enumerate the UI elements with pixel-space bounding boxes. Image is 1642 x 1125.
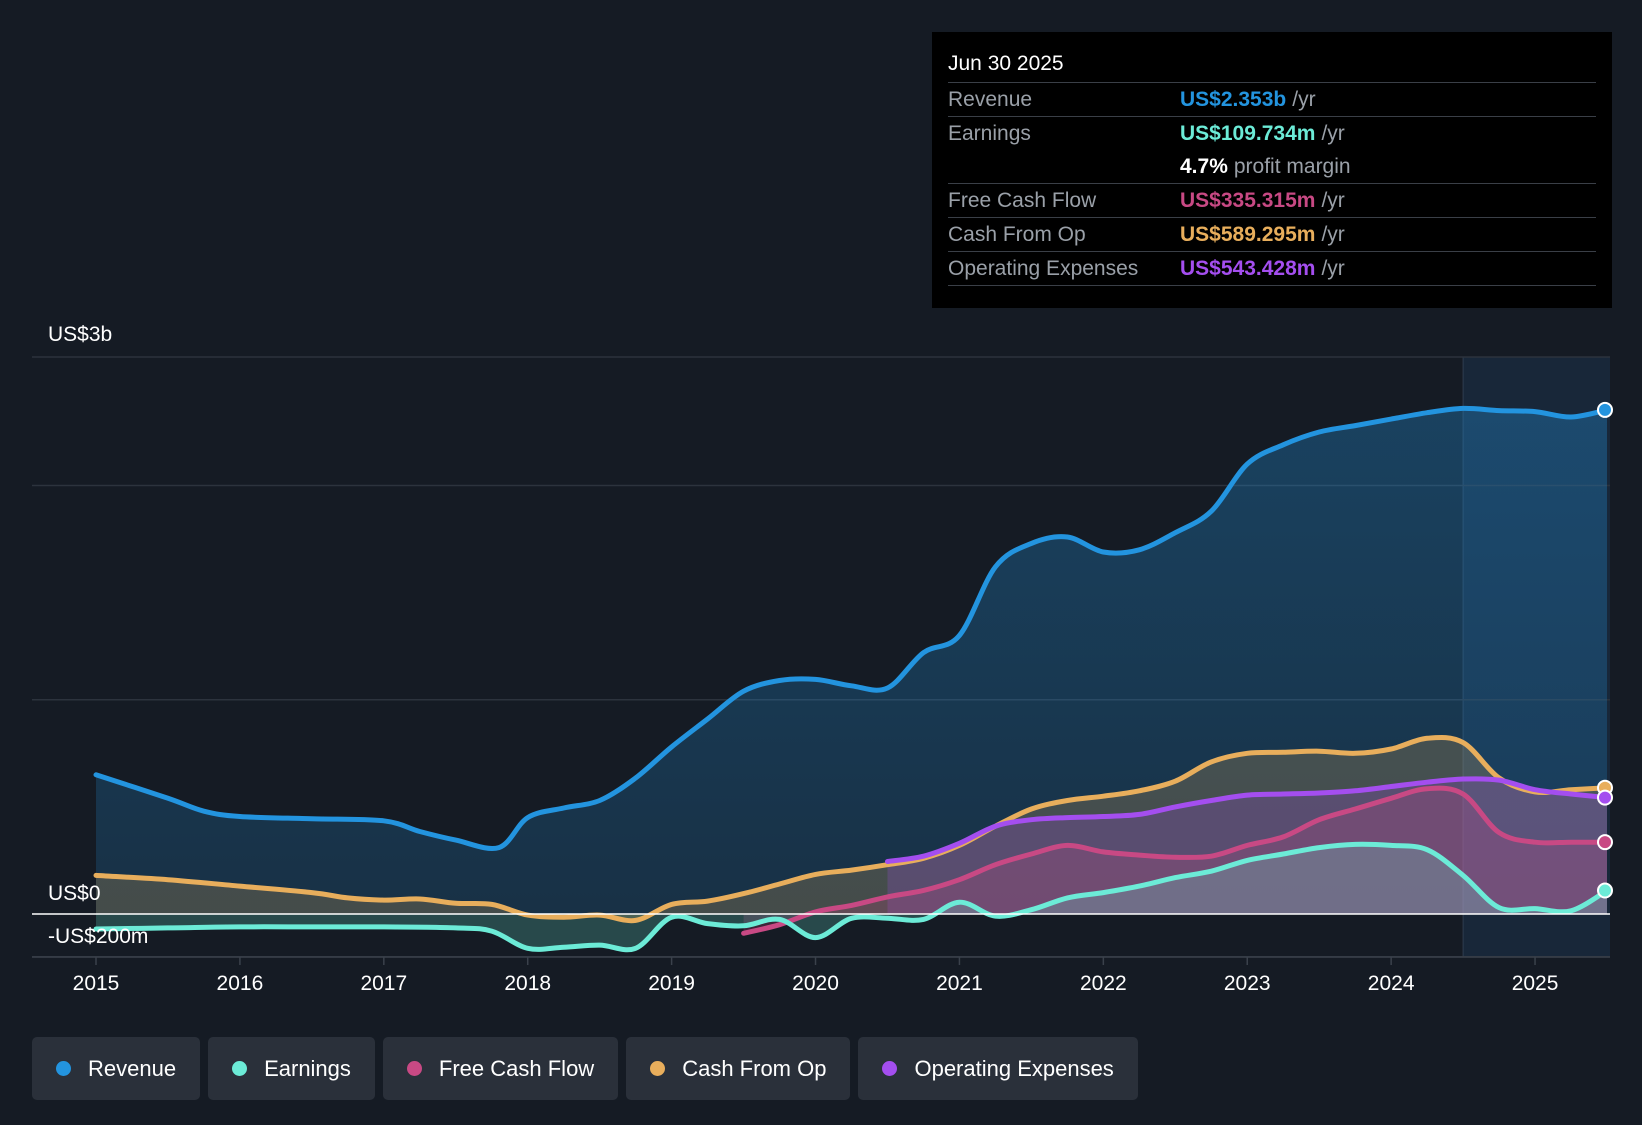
tooltip-label: Cash From Op [948,223,1086,246]
legend-label: Earnings [264,1055,351,1081]
legend-dot-icon [406,1061,422,1076]
x-tick-label: 2017 [360,972,407,995]
tooltip-row-cfo: Cash From Op US$589.295m /yr [948,218,1596,252]
tooltip-unit: /yr [1321,223,1345,246]
x-tick-label: 2021 [936,972,983,995]
legend-item-free-cash-flow[interactable]: Free Cash Flow [382,1037,619,1100]
area-cash-from-op [96,737,1607,921]
tooltip-label: Free Cash Flow [948,189,1097,212]
tooltip-value: US$335.315m [1180,189,1316,212]
area-earnings [96,844,1607,950]
x-tick-label: 2016 [217,972,264,995]
endpoint-operating-expenses [1597,789,1613,806]
series-endpoints [1597,401,1613,899]
tooltip-date: Jun 30 2025 [948,46,1596,83]
legend-item-cash-from-op[interactable]: Cash From Op [626,1037,851,1100]
x-tick-label: 2019 [648,972,695,995]
tooltip-value: US$543.428m [1180,257,1316,280]
series-areas [96,408,1607,950]
legend-dot-icon [232,1061,248,1076]
line-revenue [93,405,1610,851]
legend: Revenue Earnings Free Cash Flow Cash Fro… [32,1037,1138,1100]
legend-item-revenue[interactable]: Revenue [32,1037,201,1100]
legend-dot-icon [650,1061,666,1076]
x-tick-label: 2020 [792,972,839,995]
y-axis-label: US$0 [48,882,101,905]
endpoint-revenue [1597,401,1613,418]
x-tick-label: 2024 [1368,972,1415,995]
line-cash-from-op [93,734,1610,924]
tooltip-label: Operating Expenses [948,257,1139,280]
tooltip-unit: /yr [1321,122,1345,145]
area-revenue [96,408,1607,914]
x-tick-label: 2025 [1512,972,1559,995]
tooltip-value: US$2.353b [1180,88,1287,111]
tooltip-label: Earnings [948,122,1031,145]
tooltip-unit: /yr [1321,189,1345,212]
axis-labels: US$3b US$0 -US$200m 2015 2016 2017 2018 2019 202… [48,323,1558,995]
tooltip-row-fcf: Free Cash Flow US$335.315m /yr [948,184,1596,218]
tooltip-row-opex: Operating Expenses US$543.428m /yr [948,252,1596,286]
y-axis-label: US$3b [48,323,112,346]
legend-item-earnings[interactable]: Earnings [208,1037,375,1100]
tooltip-label: Revenue [948,88,1033,111]
series-lines [93,405,1610,953]
tooltip-panel: Jun 30 2025 Revenue US$2.353b /yr Earnin… [932,32,1612,308]
tooltip-value: US$589.295m [1180,223,1316,246]
tooltip-unit: /yr [1292,88,1316,111]
legend-label: Free Cash Flow [438,1055,595,1081]
tooltip-unit: /yr [1321,257,1345,280]
legend-label: Cash From Op [682,1055,827,1081]
legend-label: Operating Expenses [914,1055,1114,1081]
x-tick-label: 2015 [73,972,120,995]
legend-label: Revenue [88,1055,177,1081]
tooltip-row-margin: 4.7% profit margin [948,150,1596,184]
x-tick-label: 2018 [504,972,551,995]
y-axis-label: -US$200m [48,925,148,948]
endpoint-free-cash-flow [1597,834,1613,851]
area-free-cash-flow [743,788,1607,934]
tooltip-row-revenue: Revenue US$2.353b /yr [948,83,1596,117]
legend-dot-icon [882,1061,898,1076]
x-tick-label: 2022 [1080,972,1127,995]
line-earnings [93,841,1610,953]
tooltip-value: 4.7% [1180,155,1228,178]
legend-item-operating-expenses[interactable]: Operating Expenses [858,1037,1138,1100]
tooltip-row-earnings: Earnings US$109.734m /yr [948,117,1596,150]
tooltip-value: US$109.734m [1180,122,1316,145]
line-free-cash-flow [741,785,1610,936]
tooltip-unit: profit margin [1233,155,1351,178]
line-operating-expenses [885,776,1610,864]
tooltip-label [948,150,1180,183]
x-tick-label: 2023 [1224,972,1271,995]
legend-dot-icon [56,1061,71,1076]
endpoint-earnings [1597,882,1613,899]
